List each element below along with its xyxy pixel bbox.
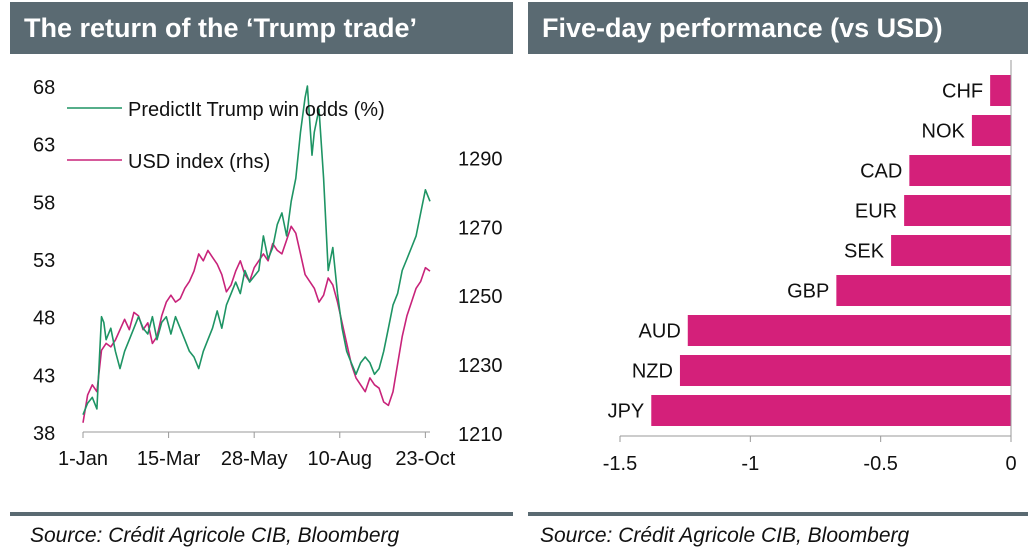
bar-eur <box>904 195 1011 226</box>
x-tick-label: 28-May <box>221 448 288 470</box>
x-tick-label: -1 <box>741 453 759 475</box>
right-y-tick-label: 1290 <box>458 148 503 170</box>
bar-label-nok: NOK <box>922 121 966 143</box>
five-day-performance-bar-chart: CHF NOK CAD EUR SEK GBP AUD NZD JPY -1.5 -1 -0.5 0 <box>603 60 1017 475</box>
bar-aud <box>687 315 1011 346</box>
bar-sek <box>891 235 1011 266</box>
bar-gbp <box>836 275 1011 306</box>
trump-trade-line-chart: 68 63 58 53 48 43 38 1290 1270 1250 1230 1210 1-Jan 1… <box>33 77 503 470</box>
bar-label-jpy: JPY <box>608 401 645 423</box>
bar-chf <box>990 75 1011 106</box>
right-y-tick-label: 1270 <box>458 217 503 239</box>
x-tick-label: -1.5 <box>603 453 637 475</box>
x-tick-label: 0 <box>1005 453 1016 475</box>
left-y-tick-label: 53 <box>33 250 55 272</box>
bar-label-nzd: NZD <box>632 361 673 383</box>
right-y-tick-label: 1210 <box>458 424 503 446</box>
legend-trump-odds-label: PredictIt Trump win odds (%) <box>128 99 385 121</box>
bar-label-chf: CHF <box>942 81 983 103</box>
legend-usd-index-label: USD index (rhs) <box>128 151 270 173</box>
bar-label-cad: CAD <box>860 161 902 183</box>
left-y-tick-label: 48 <box>33 308 55 330</box>
left-y-tick-label: 38 <box>33 423 55 445</box>
left-footer-divider <box>10 512 513 516</box>
right-y-tick-label: 1230 <box>458 355 503 377</box>
left-y-tick-label: 43 <box>33 365 55 387</box>
bar-jpy <box>651 395 1011 426</box>
right-y-tick-label: 1250 <box>458 286 503 308</box>
right-source-note: Source: Crédit Agricole CIB, Bloomberg <box>540 524 910 547</box>
x-tick-label: 1-Jan <box>58 448 108 470</box>
left-y-tick-label: 68 <box>33 77 55 99</box>
left-chart-title: The return of the ‘Trump trade’ <box>10 2 513 54</box>
right-chart-title: Five-day performance (vs USD) <box>528 2 1028 54</box>
bar-nzd <box>679 355 1011 386</box>
trump-win-odds-line <box>82 85 431 415</box>
left-source-note: Source: Crédit Agricole CIB, Bloomberg <box>30 524 400 547</box>
left-y-tick-label: 58 <box>33 192 55 214</box>
x-tick-label: 15-Mar <box>137 448 201 470</box>
bar-label-sek: SEK <box>844 241 885 263</box>
bar-label-eur: EUR <box>855 201 897 223</box>
left-y-tick-label: 63 <box>33 135 55 157</box>
bar-label-aud: AUD <box>639 321 681 343</box>
bar-nok <box>971 115 1011 146</box>
x-tick-label: 23-Oct <box>395 448 455 470</box>
bar-cad <box>909 155 1011 186</box>
right-footer-divider <box>528 512 1028 516</box>
x-tick-label: -0.5 <box>863 453 897 475</box>
x-tick-label: 10-Aug <box>308 448 373 470</box>
bar-label-gbp: GBP <box>787 281 829 303</box>
